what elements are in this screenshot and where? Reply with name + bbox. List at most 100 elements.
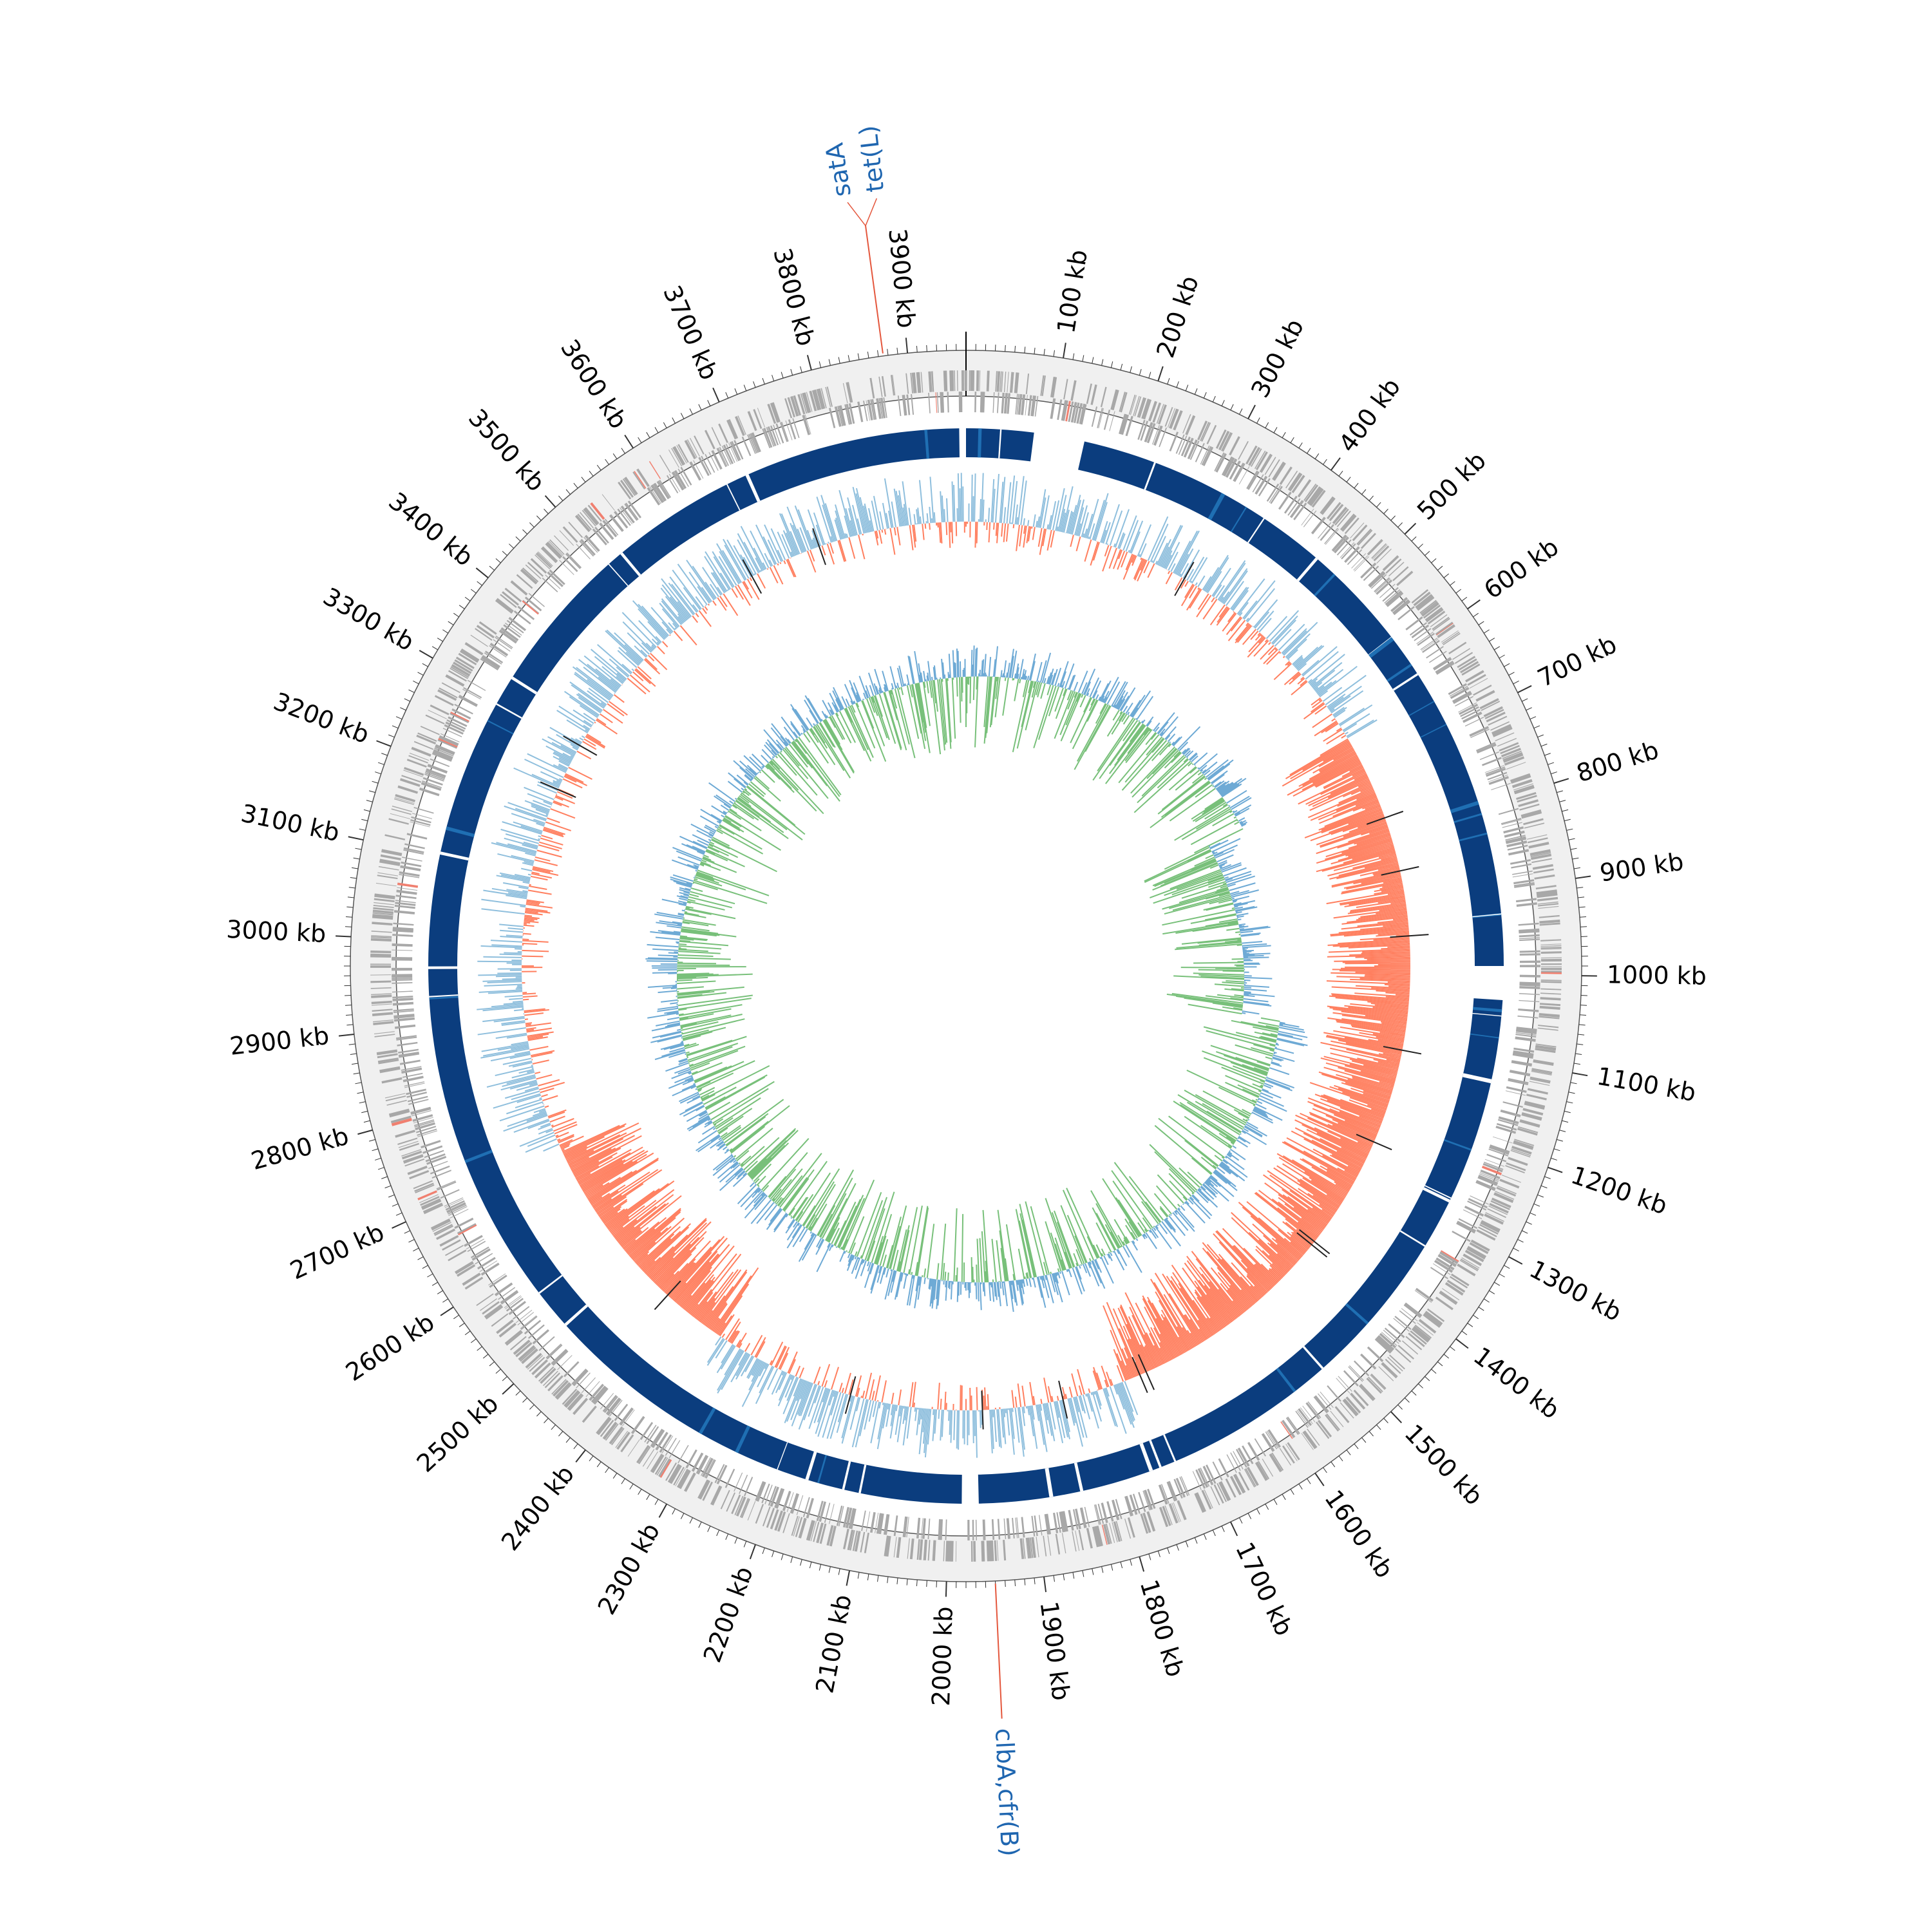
minor-tick [1461, 596, 1468, 601]
gc-content-bar [981, 473, 984, 522]
gene-feature [1015, 393, 1018, 415]
gene-feature [565, 553, 581, 569]
gene-feature [1426, 646, 1444, 659]
gc-content-bar [1287, 661, 1291, 666]
gene-feature [1540, 992, 1562, 995]
minor-tick [743, 1540, 747, 1548]
gc-content-bar [1122, 554, 1135, 580]
gene-feature [1297, 479, 1311, 498]
gene-feature [1142, 1490, 1150, 1511]
gene-feature [632, 1416, 645, 1434]
minor-tick [1397, 1404, 1403, 1410]
gene-feature [1202, 446, 1213, 466]
gene-feature [584, 535, 600, 552]
gene-feature [564, 1390, 580, 1407]
gene-feature [1097, 408, 1103, 428]
gene-feature [1034, 1515, 1038, 1537]
minor-tick [565, 489, 571, 495]
gene-feature [1515, 1034, 1537, 1038]
gene-feature [437, 739, 458, 749]
gene-feature [1220, 1481, 1231, 1501]
gene-feature [960, 392, 963, 413]
minor-tick [1221, 400, 1225, 406]
gc-content-bar [1103, 1388, 1117, 1426]
gene-feature [1036, 1537, 1039, 1558]
gc-content-bar [1292, 654, 1303, 665]
gene-feature [734, 440, 744, 460]
gene-feature [1261, 1434, 1274, 1452]
minor-tick [1361, 1437, 1367, 1443]
gene-feature [602, 520, 618, 538]
gene-feature [956, 370, 958, 392]
gene-feature [1354, 556, 1370, 572]
gc-content-bar [1325, 674, 1367, 706]
gene-feature [941, 392, 945, 413]
gene-feature [509, 616, 527, 630]
gc-content-bar [1352, 847, 1395, 860]
gene-feature [1435, 1296, 1454, 1311]
gc-content-bar [1336, 727, 1342, 732]
minor-tick [408, 689, 415, 693]
gc-content-bar [1347, 905, 1406, 914]
minor-tick [1568, 1092, 1575, 1094]
gene-feature [574, 515, 591, 533]
minor-tick [529, 1404, 535, 1410]
minor-tick [621, 1478, 625, 1484]
gene-feature [646, 1451, 658, 1470]
minor-tick [522, 1397, 528, 1403]
gene-feature [1293, 502, 1307, 520]
gene-feature [624, 503, 638, 521]
gene-feature [677, 1444, 689, 1464]
minor-tick [581, 477, 586, 482]
gene-feature [379, 858, 401, 865]
gc-skew-bar [1164, 781, 1211, 817]
gc-content-bar [1282, 656, 1285, 658]
gene-feature [1506, 837, 1527, 844]
gc-content-bar [1093, 1367, 1102, 1390]
gc-content-bar [1083, 528, 1088, 538]
gc-content-bar [1319, 690, 1329, 697]
gc-content-bar [1360, 910, 1407, 918]
gene-feature [508, 1300, 526, 1316]
gc-skew-bar [1237, 1137, 1239, 1140]
gene-feature [1015, 372, 1019, 393]
gene-feature [1344, 546, 1360, 564]
gc-content-bar [579, 737, 584, 741]
gc-content-bar [995, 522, 998, 536]
gene-feature [1101, 1502, 1108, 1524]
gene-feature [430, 704, 450, 715]
gc-content-bar [876, 1403, 887, 1450]
gene-feature [1519, 953, 1540, 956]
gc-content-bar [1320, 822, 1387, 847]
gene-feature [506, 1331, 523, 1346]
gene-feature [1539, 919, 1560, 924]
gc-content-bar [922, 524, 925, 540]
gc-content-bar [1077, 523, 1082, 536]
gc-content-bar [1161, 525, 1184, 568]
gc-content-bar [1119, 533, 1126, 549]
gene-feature [734, 1495, 744, 1515]
gc-content-bar [1218, 562, 1246, 601]
gene-feature [432, 750, 453, 761]
gene-feature [1325, 529, 1340, 545]
gene-feature [659, 1459, 672, 1478]
gc-content-bar [1338, 844, 1394, 862]
gene-feature [421, 1198, 441, 1209]
gene-feature [1097, 1503, 1104, 1524]
gene-feature [1079, 1508, 1086, 1528]
gene-feature [583, 536, 598, 553]
gene-feature [755, 1504, 764, 1524]
gene-feature [538, 1336, 555, 1351]
gc-content-bar [1151, 560, 1153, 563]
gene-feature [401, 1066, 422, 1071]
gene-feature [1510, 773, 1531, 782]
gene-feature [1072, 1531, 1077, 1552]
gene-feature [770, 425, 779, 446]
gc-content-bar [1341, 765, 1363, 777]
gene-feature [846, 404, 853, 425]
gene-feature [1269, 485, 1282, 503]
gc-content-bar [1168, 571, 1171, 574]
gene-feature [1143, 1490, 1151, 1510]
gene-feature [1397, 1345, 1414, 1359]
minor-tick [1265, 422, 1269, 428]
